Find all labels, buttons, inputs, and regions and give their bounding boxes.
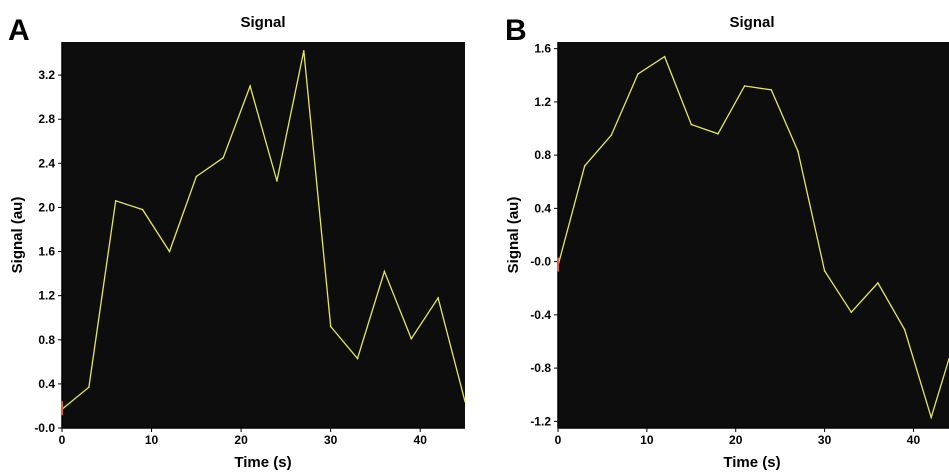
x-tick-label: 20 [729, 433, 743, 447]
y-tick-label: -0.0 [34, 421, 55, 435]
y-tick-label: -0.4 [530, 308, 551, 322]
data-point [437, 297, 439, 299]
x-tick-label: 20 [234, 433, 248, 447]
y-axis-label-a: Signal (au) [9, 197, 26, 274]
y-tick-label: 0.8 [534, 148, 551, 162]
data-point [637, 73, 639, 75]
panel-label-a: A [8, 14, 30, 47]
data-point [690, 124, 692, 126]
data-point [877, 282, 879, 284]
y-tick-label: 2.0 [38, 200, 55, 214]
x-tick-label: 40 [907, 433, 921, 447]
data-point [410, 338, 412, 340]
x-axis-label-a: Time (s) [234, 454, 291, 471]
y-tick-label: 1.6 [38, 245, 55, 259]
data-point [196, 176, 198, 178]
chart-title-b: Signal [729, 14, 774, 31]
data-point [824, 270, 826, 272]
y-tick-label: -1.2 [530, 414, 551, 428]
y-tick-label: 3.2 [38, 68, 55, 82]
chart-title-a: Signal [240, 14, 285, 31]
y-axis-label-b: Signal (au) [505, 197, 522, 274]
y-tick-label: -0.0 [530, 255, 551, 269]
x-tick-label: 30 [818, 433, 832, 447]
data-point [357, 358, 359, 360]
data-point [904, 329, 906, 331]
data-point [222, 157, 224, 159]
data-point [88, 386, 90, 388]
data-point [797, 150, 799, 152]
panel-label-b: B [505, 14, 527, 47]
panel-b: B Signal 0 10 20 30 40 -1.2 -0.8 -0.4 -0.0 0.4 0.8… [505, 14, 949, 471]
data-point [169, 251, 171, 253]
y-tick-label: 0.8 [38, 333, 55, 347]
data-point [584, 165, 586, 167]
x-tick-label: 0 [555, 433, 562, 447]
data-point [384, 271, 386, 273]
data-point [611, 134, 613, 136]
data-point [303, 50, 305, 52]
y-tick-label: 1.2 [38, 289, 55, 303]
data-point [249, 85, 251, 87]
data-point [115, 200, 117, 202]
x-tick-label: 10 [145, 433, 159, 447]
data-point [142, 209, 144, 211]
y-tick-label: 0.4 [38, 377, 55, 391]
y-tick-label: 1.2 [534, 95, 551, 109]
data-point [464, 401, 466, 403]
data-point [330, 326, 332, 328]
x-axis-label-b: Time (s) [723, 454, 780, 471]
panel-a: A Signal 0 10 20 30 40 -0.0 0.4 0.8 1.2 1.6 2.0 2.4… [8, 14, 466, 471]
data-point [770, 89, 772, 91]
data-point [664, 56, 666, 58]
data-point [717, 133, 719, 135]
plot-area-a [62, 42, 465, 428]
x-tick-label: 10 [640, 433, 654, 447]
y-tick-label: 0.4 [534, 201, 551, 215]
data-point [276, 180, 278, 182]
x-tick-label: 0 [59, 433, 66, 447]
x-tick-label: 30 [324, 433, 338, 447]
y-tick-label: 2.8 [38, 112, 55, 126]
y-tick-label: -0.8 [530, 361, 551, 375]
y-tick-label: 1.6 [534, 42, 551, 56]
data-point [744, 85, 746, 87]
data-point [850, 311, 852, 313]
plot-area-b [558, 42, 949, 428]
x-tick-label: 40 [414, 433, 428, 447]
y-tick-label: 2.4 [38, 156, 55, 170]
data-point [930, 417, 932, 419]
